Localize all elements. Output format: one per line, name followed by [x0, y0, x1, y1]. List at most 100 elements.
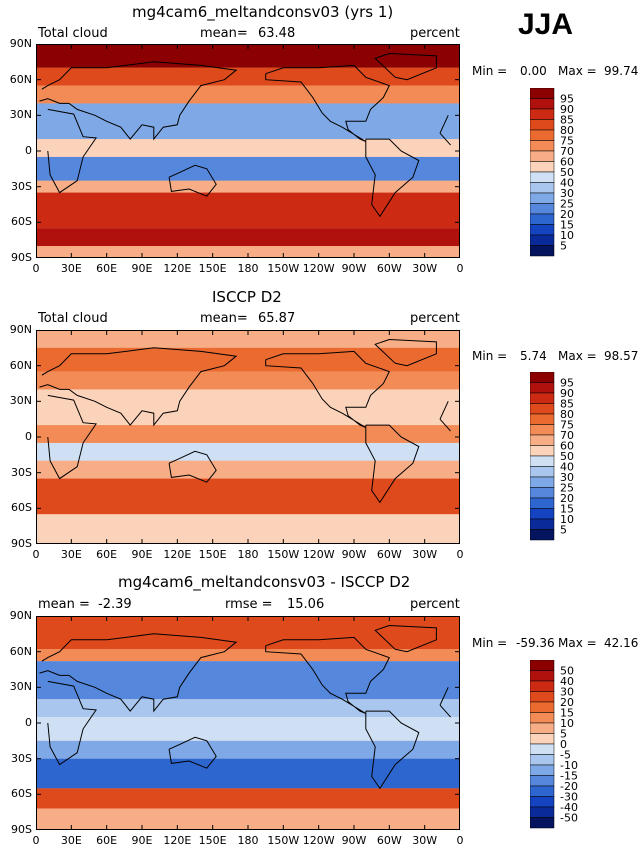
coastline [365, 138, 420, 218]
season-label: JJA [518, 8, 574, 41]
panel2-variable-label: Total cloud [38, 311, 108, 326]
map-field-band [36, 442, 460, 461]
panel1-map [36, 44, 460, 258]
xtick-label: 60W [376, 262, 402, 275]
map-field-band [36, 808, 460, 830]
colorbar-swatch [530, 743, 555, 755]
map-field-band [36, 649, 460, 662]
colorbar-swatch [530, 764, 555, 776]
xtick-label: 150E [198, 548, 227, 561]
ytick-label: 90S [11, 251, 32, 264]
colorbar-level-label: 85 [560, 398, 574, 411]
colorbar-level-label: 40 [560, 461, 574, 474]
colorbar-swatch [530, 529, 555, 541]
colorbar-swatch [530, 466, 555, 478]
panel2-min-label: Min = [472, 349, 508, 363]
ytick-label: 90N [9, 609, 32, 622]
map-field-band [36, 389, 460, 426]
panel2-max-value: 98.57 [604, 349, 639, 363]
ytick-label: 0 [25, 716, 32, 729]
colorbar-swatch [530, 372, 555, 383]
coastline [168, 736, 217, 769]
colorbar-level-label: 30 [560, 187, 574, 200]
panel2-units: percent [410, 311, 460, 326]
colorbar-swatch [530, 108, 555, 120]
map-field-band [36, 717, 460, 741]
colorbar-level-label: 95 [560, 93, 574, 106]
colorbar-level-label: 80 [560, 408, 574, 421]
coastline [265, 64, 390, 142]
xtick-label: 120E [163, 548, 192, 561]
map-field-band [36, 478, 460, 515]
panel3-rmse-value: 15.06 [287, 597, 325, 612]
colorbar-swatch [530, 392, 555, 404]
ytick-label: 60S [11, 787, 32, 801]
colorbar-swatch [530, 476, 555, 488]
colorbar-level-label: -5 [560, 749, 571, 762]
colorbar-level-label: 20 [560, 696, 574, 709]
coastline [168, 450, 217, 483]
xtick-label: 30W [412, 262, 438, 275]
ytick-label: 0 [25, 430, 32, 443]
map-field-band [36, 44, 460, 68]
colorbar-level-label: -10 [560, 759, 578, 772]
xtick-label: 120E [163, 262, 192, 275]
panel1-min-label: Min = [472, 64, 508, 78]
xtick-label: 120W [302, 834, 335, 847]
colorbar-swatch [530, 754, 555, 766]
colorbar-swatch [530, 171, 555, 183]
colorbar-level-label: 60 [560, 156, 574, 169]
panel1-units: percent [410, 26, 460, 41]
colorbar-level-label: 95 [560, 377, 574, 390]
xtick-label: 0 [456, 834, 464, 847]
colorbar-level-label: 20 [560, 208, 574, 221]
ytick-label: 60N [9, 72, 32, 86]
colorbar-swatch [530, 224, 555, 236]
panel3-max-label: Max = [558, 636, 597, 650]
xtick-label: 150W [267, 262, 300, 275]
map-field-band [36, 192, 460, 229]
colorbar-level-label: -40 [560, 801, 578, 814]
map-field-band [36, 371, 460, 390]
colorbar-level-label: -50 [560, 812, 578, 825]
xtick-label: 180 [237, 262, 259, 275]
colorbar-level-label: -20 [560, 780, 578, 793]
colorbar-level-label: 80 [560, 124, 574, 137]
colorbar-swatch [530, 733, 555, 745]
colorbar-level-label: 5 [560, 728, 567, 741]
map-field-band [36, 425, 460, 443]
colorbar-level-label: 20 [560, 492, 574, 505]
coastline [374, 52, 437, 81]
map-field-band [36, 139, 460, 157]
colorbar-level-label: 70 [560, 145, 574, 158]
coastline [47, 680, 451, 766]
panel1-mean-label: mean= [200, 26, 248, 41]
coastline [265, 350, 390, 428]
colorbar-swatch [530, 119, 555, 131]
colorbar-level-label: 5 [560, 240, 567, 253]
xtick-label: 90E [131, 548, 153, 561]
xtick-label: 60E [96, 262, 118, 275]
ytick-label: 60N [9, 358, 32, 372]
xtick-label: 90E [131, 262, 153, 275]
colorbar-swatch [530, 382, 555, 394]
colorbar-swatch [530, 518, 555, 530]
map-field-band [36, 347, 460, 372]
xtick-label: 150W [267, 548, 300, 561]
colorbar-swatch [530, 161, 555, 173]
colorbar-swatch [530, 785, 555, 797]
panel2-title: ISCCP D2 [212, 288, 282, 306]
xtick-label: 0 [32, 262, 40, 275]
panel3-mean-value: -2.39 [98, 597, 132, 612]
colorbar-level-label: 25 [560, 198, 574, 211]
ytick-label: 60N [9, 644, 32, 658]
coastline [365, 424, 420, 504]
ytick-label: 90N [9, 323, 32, 336]
colorbar-swatch [530, 508, 555, 520]
xtick-label: 180 [237, 548, 259, 561]
panel1-max-value: 99.74 [604, 64, 639, 78]
ytick-label: 30S [11, 465, 32, 479]
colorbar-level-label: 10 [560, 513, 574, 526]
